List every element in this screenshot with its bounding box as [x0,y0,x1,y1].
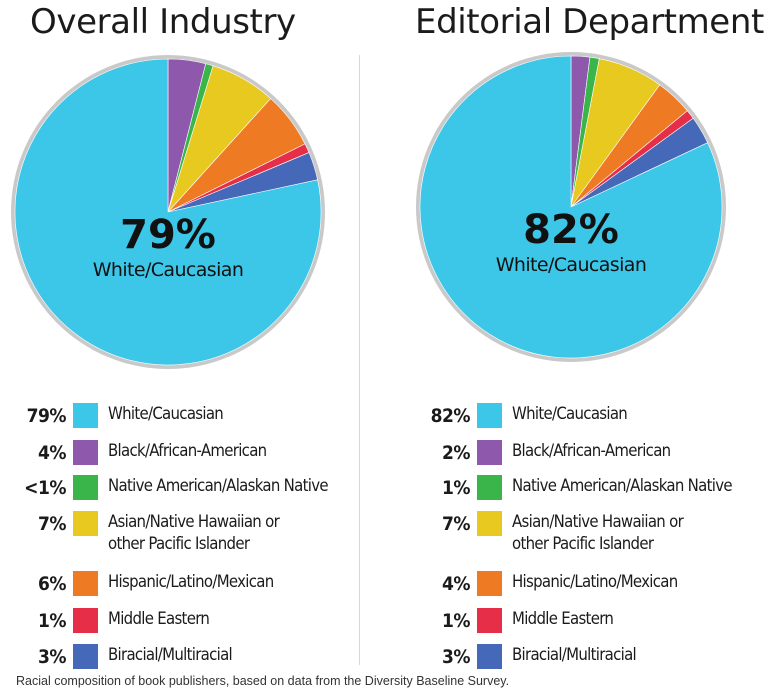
legend-swatch [477,644,502,669]
legend-item-hispanic-latino-mexican: 4% Hispanic/Latino/Mexican [390,571,700,601]
legend-value: 4% [441,573,471,595]
overall-industry-panel: Overall Industry 79% White/Caucasian 79% W… [0,0,389,670]
legend-value: 6% [37,573,67,595]
pie-chart-overall: 79%White/Caucasian [11,55,325,369]
legend-item-biracial-multiracial: 3% Biracial/Multiracial [390,644,653,674]
editorial-department-panel: Editorial Department 82% White/Caucasian … [390,0,779,670]
legend-swatch [73,571,98,596]
legend-item-black-african-american: 2% Black/African-American [390,440,692,470]
legend-swatch [73,644,98,669]
legend-swatch [477,440,502,465]
legend-value: <1% [24,477,66,499]
legend-swatch [477,403,502,428]
legend-value: 2% [441,442,471,464]
legend-swatch [477,571,502,596]
legend-swatch [73,475,98,500]
legend-value: 82% [430,405,471,427]
legend-value: 3% [37,646,67,668]
pie-slice-white-caucasian [419,55,723,359]
legend-label: White/Caucasian [512,404,628,424]
legend-item-asian-native-hawaiian-or-other-pacific-islander: 7% Asian/Native Hawaiian or other Pacific … [390,511,706,554]
figure-caption: Racial composition of book publishers, b… [16,674,510,688]
legend-label: Biracial/Multiracial [108,645,233,665]
legend-item-native-american-alaskan-native: 1% Native American/Alaskan Native [390,475,762,505]
legend-label: Native American/Alaskan Native [512,476,733,496]
legend-label: Black/African-American [512,441,671,461]
legend-value: 1% [37,610,67,632]
center-category-label: White/Caucasian [496,254,647,276]
legend-label: Native American/Alaskan Native [108,476,329,496]
legend-item-hispanic-latino-mexican: 6% Hispanic/Latino/Mexican [0,571,296,601]
legend-value: 3% [441,646,471,668]
legend-value: 7% [37,513,67,535]
legend-swatch [73,440,98,465]
legend-label: Middle Eastern [108,609,210,629]
legend-item-native-american-alaskan-native: <1% Native American/Alaskan Native [0,475,358,505]
legend-label: Middle Eastern [512,609,614,629]
legend-swatch [73,403,98,428]
legend-item-asian-native-hawaiian-or-other-pacific-islander: 7% Asian/Native Hawaiian or other Pacific … [0,511,302,554]
legend-label: Biracial/Multiracial [512,645,637,665]
pie-chart-editorial: 82%White/Caucasian [416,52,726,362]
legend-label: Asian/Native Hawaiian or other Pacific Is… [512,512,684,554]
legend-item-white-caucasian: 82% White/Caucasian [390,403,643,433]
legend-item-biracial-multiracial: 3% Biracial/Multiracial [0,644,249,674]
legend-item-middle-eastern: 1% Middle Eastern [390,608,627,638]
legend-label: Hispanic/Latino/Mexican [108,572,274,592]
legend-swatch [73,511,98,536]
pie-slice-white-caucasian [14,58,322,366]
legend-value: 4% [37,442,67,464]
legend-label: Black/African-American [108,441,267,461]
legend-item-white-caucasian: 79% White/Caucasian [0,403,239,433]
legend-value: 1% [441,477,471,499]
panel-divider [359,55,360,665]
legend-swatch [477,608,502,633]
legend-label: White/Caucasian [108,404,224,424]
legend-label: Hispanic/Latino/Mexican [512,572,678,592]
center-value-label: 82% [523,207,619,253]
legend-value: 1% [441,610,471,632]
legend-label: Asian/Native Hawaiian or other Pacific Is… [108,512,280,554]
chart-title: Editorial Department [415,2,764,42]
legend-item-black-african-american: 4% Black/African-American [0,440,288,470]
legend-swatch [73,608,98,633]
chart-title: Overall Industry [30,2,296,42]
center-value-label: 79% [120,212,216,258]
legend-value: 79% [26,405,67,427]
legend-swatch [477,475,502,500]
legend-item-middle-eastern: 1% Middle Eastern [0,608,223,638]
legend-value: 7% [441,513,471,535]
legend-swatch [477,511,502,536]
center-category-label: White/Caucasian [93,259,244,281]
